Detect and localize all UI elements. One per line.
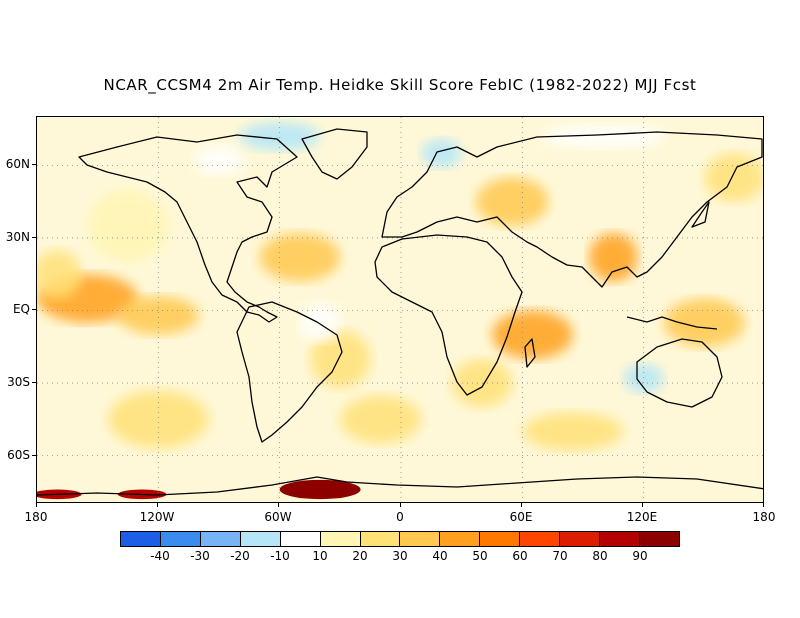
skill-region [522,412,624,451]
skill-region [623,363,664,393]
skill-region [421,138,462,168]
skill-region [299,303,341,342]
colorbar-label: -20 [230,549,250,563]
madagascar-coastline [524,338,536,368]
y-tick [32,382,36,383]
x-label-120e: 120E [626,510,658,524]
x-label-180e: 180 [752,510,776,524]
skill-region [542,124,664,149]
colorbar-swatch [320,532,361,546]
skill-region [194,146,244,176]
x-tick [400,503,401,507]
colorbar-swatch [520,532,561,546]
skill-region [239,121,321,151]
africa-coastline [374,234,523,396]
y-label-30n: 30N [5,230,30,244]
antarctica-coastline [37,476,763,496]
map-canvas [37,117,763,502]
x-tick [157,503,158,507]
north-america-coastline [78,134,298,323]
colorbar-swatch [600,532,640,546]
skill-region [279,479,361,500]
colorbar-swatch [400,532,441,546]
y-tick [32,164,36,165]
colorbar-label: 90 [632,549,648,563]
colorbar-swatch [200,532,241,546]
colorbar-label: 20 [352,549,368,563]
colorbar-label: 60 [512,549,528,563]
maritime-continent-coastline [626,316,718,330]
x-label-60e: 60E [509,510,533,524]
colorbar-swatch [121,532,161,546]
colorbar-swatch [280,532,321,546]
skill-region [475,177,549,226]
x-label-60w: 60W [264,510,292,524]
colorbar-label: 10 [312,549,328,563]
map-title: NCAR_CCSM4 2m Air Temp. Heidke Skill Sco… [103,76,697,94]
colorbar-label: 50 [472,549,488,563]
australia-coastline [636,338,723,408]
colorbar-label: 80 [592,549,608,563]
skill-region [451,358,513,408]
skill-region [589,233,638,282]
x-label-0: 0 [396,510,404,524]
colorbar-label: -40 [150,549,170,563]
x-tick [521,503,522,507]
greenland-coastline [301,128,368,180]
colorbar-swatch [240,532,281,546]
skill-region [704,153,763,202]
colorbar-swatch [480,532,521,546]
skill-region [37,250,82,299]
x-label-180w: 180 [24,510,48,524]
skill-region [663,298,745,347]
skill-region [259,233,341,282]
skill-region [492,310,573,359]
eurasia-coastline [381,131,763,288]
colorbar-label: 70 [552,549,568,563]
x-tick [278,503,279,507]
skill-region [117,295,199,335]
colorbar-swatch [639,532,679,546]
colorbar-label: -10 [270,549,290,563]
x-tick [36,503,37,507]
south-america-coastline [236,301,343,443]
skill-region [87,189,169,263]
colorbar-label: 30 [392,549,408,563]
colorbar-swatch [160,532,201,546]
y-tick [32,237,36,238]
y-label-eq: EQ [12,302,30,316]
colorbar-swatch [360,532,401,546]
japan-coastline [691,201,710,228]
colorbar-label: 40 [432,549,448,563]
x-tick [763,503,764,507]
coastlines [37,128,763,496]
world-map [36,116,764,503]
skill-region [107,390,209,449]
x-tick [642,503,643,507]
y-label-60n: 60N [5,157,30,171]
x-label-120w: 120W [139,510,175,524]
y-tick [32,455,36,456]
skill-region [340,395,422,444]
colorbar [120,531,680,547]
y-label-30s: 30S [7,375,30,389]
y-tick [32,309,36,310]
skill-region [310,329,371,388]
colorbar-swatch [560,532,601,546]
y-label-60s: 60S [7,448,30,462]
colorbar-swatch [440,532,481,546]
colorbar-label: -30 [190,549,210,563]
